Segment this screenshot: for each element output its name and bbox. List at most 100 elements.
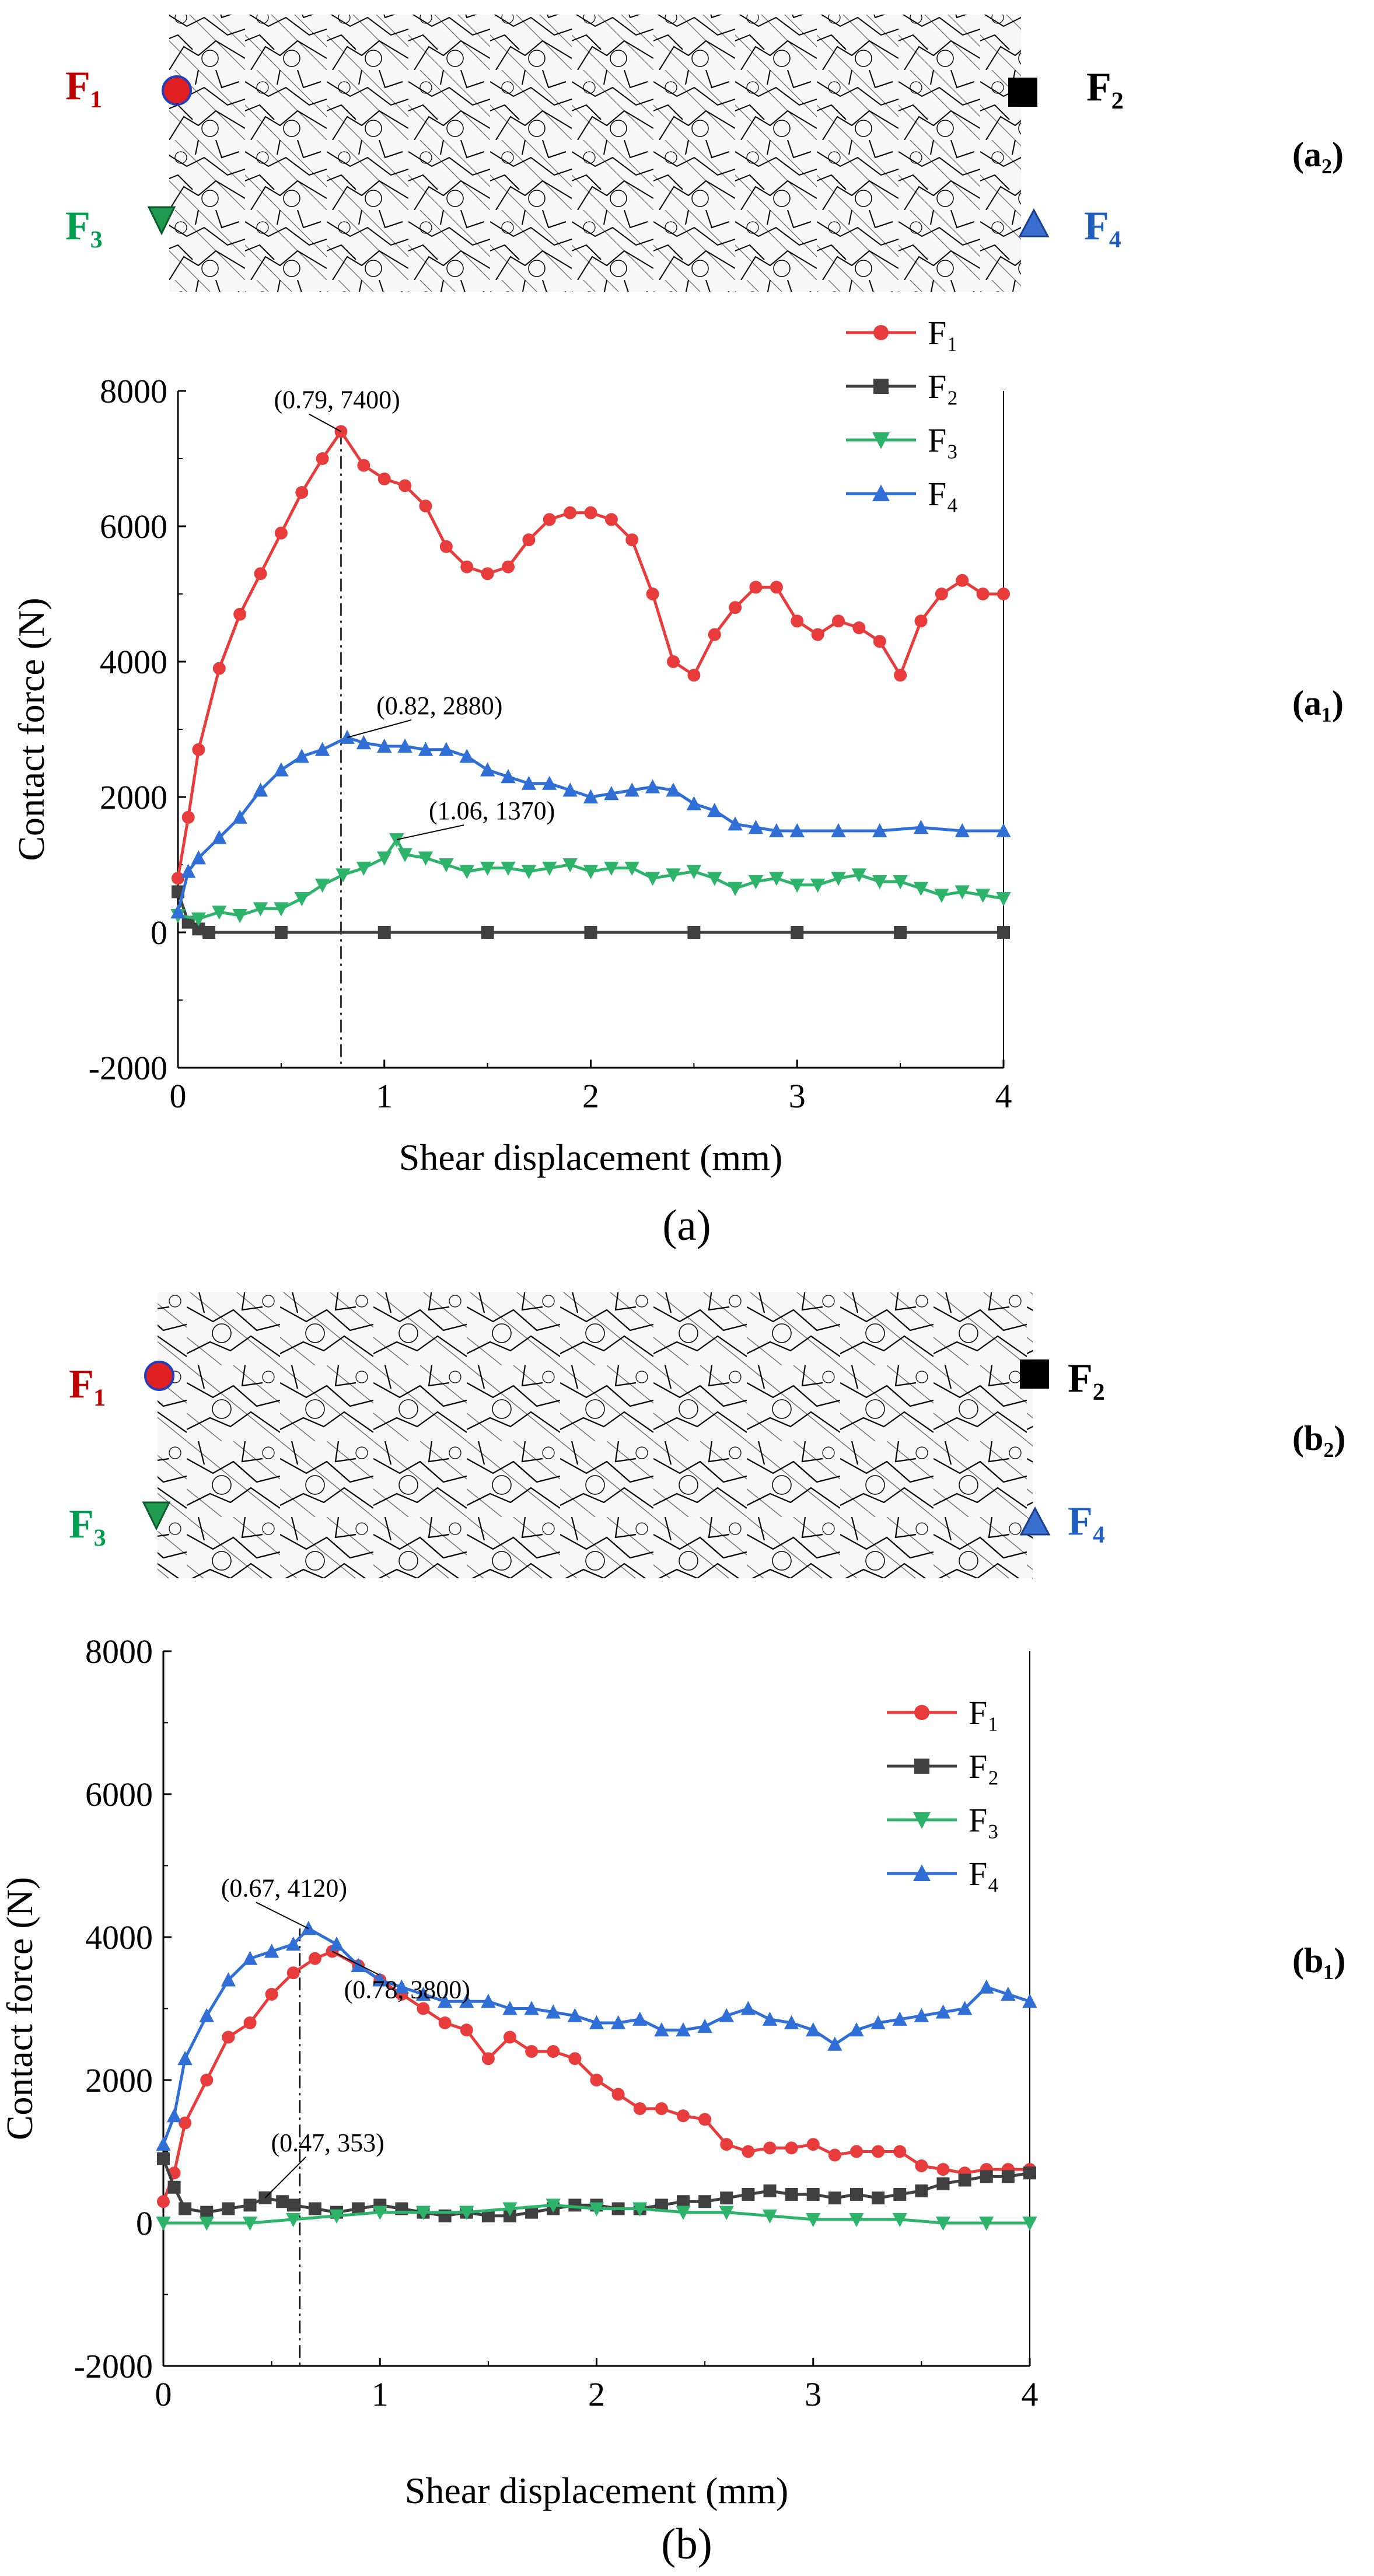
data-point: [481, 567, 494, 581]
panel-caption-a: (a): [662, 1201, 711, 1250]
data-point: [955, 885, 970, 900]
data-point: [831, 872, 846, 886]
data-point: [377, 851, 392, 866]
data-point: [742, 2145, 755, 2158]
data-point: [791, 926, 804, 939]
annotation-leader: [264, 2156, 307, 2198]
data-point: [655, 2102, 668, 2115]
data-point: [351, 1958, 366, 1972]
data-point: [329, 1937, 344, 1951]
data-point: [583, 789, 599, 803]
data-point: [179, 2202, 192, 2215]
data-point: [397, 848, 412, 862]
data-point: [253, 902, 268, 917]
data-point: [177, 2051, 193, 2065]
data-point: [729, 601, 742, 614]
legend-marker: [914, 1705, 929, 1720]
data-point: [340, 729, 355, 744]
data-point: [686, 796, 702, 810]
data-point: [828, 2191, 841, 2205]
data-point: [676, 2022, 691, 2037]
data-point: [749, 581, 763, 594]
data-point: [789, 878, 805, 893]
data-point: [707, 803, 722, 817]
legend: F₁ F₂ F₃ F₄: [846, 314, 958, 513]
annotation-leader: [396, 824, 464, 841]
data-point: [997, 926, 1010, 939]
data-point: [610, 2015, 626, 2029]
data-point: [398, 479, 412, 492]
data-point: [415, 1986, 431, 2001]
data-point: [199, 2008, 214, 2022]
data-point: [501, 861, 516, 876]
data-point: [958, 2173, 971, 2187]
marker-label-f3: F₃: [69, 1502, 106, 1547]
data-point: [253, 782, 268, 797]
data-point: [698, 2113, 712, 2126]
annotation-leader: [347, 719, 412, 738]
data-point: [763, 2184, 777, 2197]
data-point: [286, 2213, 301, 2228]
y-tick-label: -2000: [89, 1049, 167, 1087]
x-tick-label: 2: [582, 1077, 599, 1115]
data-point: [1022, 2217, 1037, 2231]
panel-b: F₁ F₂ F₃ F₄ (b₂) (b₁) -20000200040006000…: [0, 1292, 1345, 2568]
series-1: [157, 1945, 1036, 2208]
data-point: [936, 2177, 950, 2190]
legend-marker: [872, 484, 890, 501]
x-axis-label: Shear displacement (mm): [399, 1137, 783, 1178]
data-point: [698, 2195, 712, 2208]
x-axis-label: Shear displacement (mm): [405, 2470, 789, 2511]
annotation-label: (0.79, 7400): [274, 386, 400, 414]
data-point: [624, 782, 639, 797]
x-tick-label: 1: [376, 1077, 393, 1115]
data-point: [850, 2188, 863, 2201]
data-point: [265, 1988, 278, 2001]
data-point: [232, 809, 247, 824]
marker-label-f4: F₄: [1068, 1499, 1105, 1544]
data-point: [501, 769, 516, 784]
panel-a: F₁ F₂ F₃ F₄ (a₂) (a₁) -20000200040006000…: [11, 15, 1344, 1250]
data-point: [542, 861, 557, 876]
data-point: [356, 861, 372, 876]
data-point: [604, 786, 619, 801]
data-point: [274, 902, 289, 917]
data-point: [157, 2152, 170, 2165]
data-point: [913, 882, 929, 896]
data-point: [1022, 1994, 1037, 2008]
data-point: [666, 868, 681, 883]
panel-caption-b: (b): [661, 2520, 712, 2568]
data-point: [377, 738, 392, 753]
legend-entry-label: F₁: [969, 1694, 999, 1732]
data-point: [192, 922, 205, 936]
marker-f3-triangle: [142, 1501, 171, 1531]
data-point: [584, 926, 597, 939]
data-point: [357, 459, 370, 472]
data-point: [417, 2002, 430, 2015]
data-point: [811, 628, 824, 641]
marker-label-f1: F₁: [69, 1362, 106, 1407]
marker-f2-square: [1020, 1359, 1049, 1389]
data-point: [748, 820, 764, 834]
data-point: [372, 2205, 387, 2220]
data-point: [584, 506, 597, 519]
data-point: [632, 2202, 648, 2217]
data-point: [935, 2217, 951, 2231]
data-point: [221, 1972, 236, 1987]
data-point: [667, 655, 680, 668]
data-point: [769, 823, 784, 837]
data-point: [243, 2198, 257, 2212]
y-tick-label: 6000: [85, 1775, 153, 1813]
marker-f4-triangle: [1019, 1506, 1051, 1536]
marker-f1-circle: [162, 75, 192, 106]
data-point: [611, 2088, 625, 2101]
data-point: [849, 2022, 864, 2037]
data-point: [980, 2170, 993, 2183]
data-point: [222, 2030, 235, 2044]
y-tick-label: 6000: [100, 508, 167, 546]
data-point: [719, 2205, 734, 2220]
y-tick-label: 8000: [100, 372, 167, 410]
data-point: [264, 1944, 279, 1958]
data-point: [748, 875, 764, 890]
